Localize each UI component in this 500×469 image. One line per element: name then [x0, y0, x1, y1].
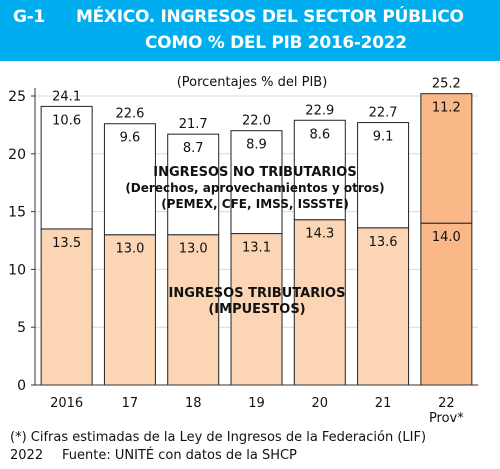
- total-label: 21.7: [179, 117, 208, 132]
- x-tick-label: 2016: [50, 396, 83, 411]
- bar-tributarios: [420, 222, 473, 386]
- total-label: 22.7: [369, 106, 398, 121]
- bar-tributarios: [40, 228, 93, 386]
- bars: [40, 93, 473, 386]
- chart-subtitle: (Porcentajes % del PIB): [177, 75, 328, 90]
- y-tick-label: 20: [8, 147, 26, 163]
- bar-no-tributarios: [357, 122, 410, 229]
- total-label: 22.9: [305, 103, 334, 118]
- y-tick-label: 5: [17, 320, 26, 336]
- value-label-tributarios: 13.0: [179, 242, 208, 257]
- bar-no-tributarios: [103, 123, 156, 236]
- value-label-no-tributarios: 8.6: [309, 127, 330, 142]
- value-label-no-tributarios: 8.9: [246, 138, 267, 153]
- title-banner: G-1 MÉXICO. INGRESOS DEL SECTOR PÚBLICO …: [0, 0, 500, 61]
- annotations: INGRESOS NO TRIBUTARIOS(Derechos, aprove…: [125, 165, 384, 317]
- bar-tributarios: [293, 219, 346, 386]
- stacked-bar-chart: (Porcentajes % del PIB) 24.1 10.6 13.5 2016…: [8, 75, 478, 424]
- y-tick-label: 15: [8, 205, 26, 221]
- value-label-tributarios: 14.0: [432, 230, 461, 245]
- x-tick-sublabel: Prov*: [429, 411, 464, 424]
- bar-no-tributarios: [230, 130, 283, 235]
- bar-no-tributarios: [293, 119, 346, 221]
- chart-title-line1: MÉXICO. INGRESOS DEL SECTOR PÚBLICO: [76, 7, 464, 27]
- x-tick-label: 22: [438, 396, 455, 411]
- x-tick-label: 21: [375, 396, 392, 411]
- total-label: 22.6: [115, 107, 144, 122]
- chart-title-line2: COMO % DEL PIB 2016-2022: [145, 33, 407, 53]
- total-label: 24.1: [52, 89, 81, 104]
- annotation-tributarios: INGRESOS TRIBUTARIOS: [169, 286, 346, 301]
- value-label-no-tributarios: 8.7: [183, 141, 204, 156]
- value-label-tributarios: 13.5: [52, 236, 81, 251]
- figure-id: G-1: [13, 7, 45, 27]
- annotation-tributarios: (IMPUESTOS): [208, 302, 305, 317]
- annotation-no-tributarios: (Derechos, aprovechamientos y otros): [125, 181, 384, 195]
- bar-tributarios: [357, 227, 410, 386]
- bar-tributarios: [230, 233, 283, 386]
- bar-no-tributarios: [420, 93, 473, 224]
- x-tick-label: 19: [248, 396, 265, 411]
- y-tick-label: 10: [8, 262, 26, 278]
- value-labels: 24.1 10.6 13.5 2016 22.6 9.6 13.0 17 21.7 8.7 13.0…: [50, 77, 464, 424]
- footnote: (*) Cifras estimadas de la Ley de Ingres…: [10, 430, 427, 445]
- value-label-tributarios: 13.6: [369, 235, 398, 250]
- y-tick-label: 25: [8, 89, 26, 105]
- bar-no-tributarios: [40, 105, 93, 230]
- annotation-no-tributarios: INGRESOS NO TRIBUTARIOS: [153, 165, 356, 180]
- x-tick-label: 18: [185, 396, 202, 411]
- source-note: Fuente: UNITÉ con datos de la SHCP: [62, 448, 297, 463]
- x-tick-label: 17: [122, 396, 139, 411]
- total-label: 25.2: [432, 77, 461, 92]
- total-label: 22.0: [242, 114, 271, 129]
- bar-no-tributarios: [167, 133, 220, 236]
- value-label-no-tributarios: 11.2: [432, 101, 461, 116]
- value-label-no-tributarios: 9.1: [373, 130, 394, 145]
- value-label-tributarios: 13.1: [242, 241, 271, 256]
- bar-tributarios: [103, 234, 156, 386]
- value-label-no-tributarios: 9.6: [120, 131, 141, 146]
- value-label-tributarios: 13.0: [115, 242, 144, 257]
- annotation-no-tributarios: (PEMEX, CFE, IMSS, ISSSTE): [161, 197, 349, 211]
- footnote-year: 2022: [10, 448, 44, 463]
- value-label-no-tributarios: 10.6: [52, 113, 81, 128]
- value-label-tributarios: 14.3: [305, 227, 334, 242]
- x-tick-label: 20: [312, 396, 329, 411]
- axes: 0 5 10 15 20 25: [8, 88, 478, 394]
- y-tick-label: 0: [17, 378, 26, 394]
